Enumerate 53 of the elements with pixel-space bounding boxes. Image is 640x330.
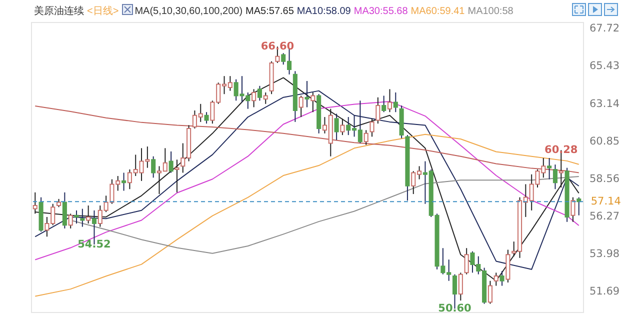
candlestick xyxy=(204,112,209,124)
text: MA60:59.41 xyxy=(410,6,465,17)
ref-line-label: 57.14 xyxy=(590,196,622,208)
candlestick xyxy=(382,95,386,113)
y-tick-label: 60.85 xyxy=(590,135,620,148)
candlestick xyxy=(80,208,85,228)
candlestick xyxy=(387,88,392,113)
annotation: 54.52 xyxy=(78,238,111,250)
candlestick xyxy=(122,172,126,192)
y-tick-label: 65.43 xyxy=(590,60,620,72)
candlestick xyxy=(334,113,339,140)
candlestick xyxy=(376,96,380,124)
candlestick xyxy=(547,157,552,180)
candlestick xyxy=(458,272,463,302)
candlestick xyxy=(340,118,345,136)
y-tick-label: 63.14 xyxy=(590,98,620,110)
chart-subtitle: <日线> xyxy=(87,6,119,17)
y-tick-label: 53.98 xyxy=(590,248,620,260)
text: MA100:58 xyxy=(468,6,514,17)
y-tick-label: 51.69 xyxy=(590,285,620,298)
candlestick xyxy=(298,95,304,118)
legend-title: MA(5,10,30,60,100,200) xyxy=(134,6,243,17)
candlestick xyxy=(257,85,262,102)
candlestick xyxy=(552,164,558,190)
candlestick xyxy=(500,270,504,286)
candlestick xyxy=(464,248,469,275)
y-tick-label: 58.56 xyxy=(590,172,620,185)
annotation: 60.28 xyxy=(544,144,578,156)
candlestick xyxy=(86,205,91,224)
candlestick xyxy=(151,156,156,178)
y-tick-label: 67.72 xyxy=(590,22,620,35)
candlestick xyxy=(263,92,268,104)
text: MA30:55.68 xyxy=(354,6,408,17)
chart-title: 美原油连续 xyxy=(34,6,84,17)
candlestick xyxy=(364,130,368,146)
text: MA10:58.09 xyxy=(296,6,351,17)
candlestick xyxy=(370,118,374,138)
candlestick xyxy=(570,196,576,222)
annotation: 66.60 xyxy=(260,40,294,53)
candlestick xyxy=(168,150,174,174)
y-tick-label: 56.27 xyxy=(590,210,620,222)
text: MA5:57.65 xyxy=(246,6,294,17)
candlestick xyxy=(488,280,492,304)
candlestick xyxy=(74,210,79,224)
candlestick xyxy=(62,192,67,229)
candlestick xyxy=(393,92,398,113)
candlestick xyxy=(174,159,180,193)
line-series xyxy=(34,106,580,174)
candlestick xyxy=(310,92,316,113)
candlestick xyxy=(68,213,73,229)
candlestick xyxy=(252,88,256,108)
line-series xyxy=(34,134,580,297)
annotation: 50.60 xyxy=(438,302,472,315)
